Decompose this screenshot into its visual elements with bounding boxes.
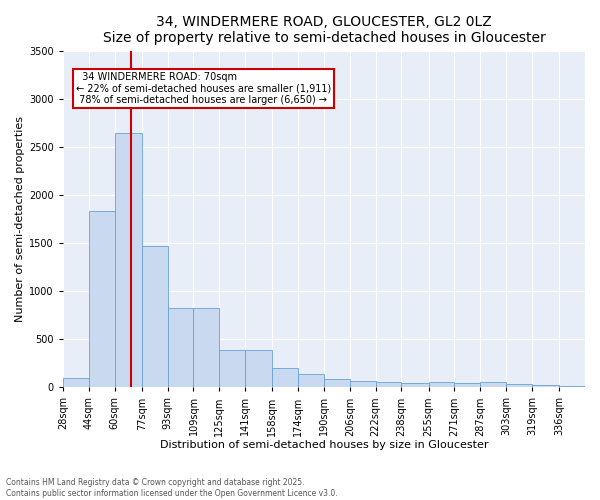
Bar bbox=[298, 374, 324, 388]
X-axis label: Distribution of semi-detached houses by size in Gloucester: Distribution of semi-detached houses by … bbox=[160, 440, 488, 450]
Bar bbox=[376, 382, 401, 388]
Text: 34 WINDERMERE ROAD: 70sqm  
← 22% of semi-detached houses are smaller (1,911)
 7: 34 WINDERMERE ROAD: 70sqm ← 22% of semi-… bbox=[76, 72, 331, 105]
Bar bbox=[89, 211, 115, 388]
Bar bbox=[142, 246, 167, 388]
Bar bbox=[506, 384, 532, 388]
Bar bbox=[454, 383, 480, 388]
Bar bbox=[532, 386, 559, 388]
Bar bbox=[193, 308, 219, 388]
Y-axis label: Number of semi-detached properties: Number of semi-detached properties bbox=[15, 116, 25, 322]
Bar bbox=[167, 308, 193, 388]
Bar bbox=[401, 383, 429, 388]
Bar bbox=[272, 368, 298, 388]
Bar bbox=[559, 386, 585, 388]
Title: 34, WINDERMERE ROAD, GLOUCESTER, GL2 0LZ
Size of property relative to semi-detac: 34, WINDERMERE ROAD, GLOUCESTER, GL2 0LZ… bbox=[103, 15, 545, 45]
Bar bbox=[115, 134, 142, 388]
Bar bbox=[63, 378, 89, 388]
Bar bbox=[219, 350, 245, 388]
Bar bbox=[350, 381, 376, 388]
Bar bbox=[429, 382, 454, 388]
Bar bbox=[480, 382, 506, 388]
Text: Contains HM Land Registry data © Crown copyright and database right 2025.
Contai: Contains HM Land Registry data © Crown c… bbox=[6, 478, 338, 498]
Bar bbox=[245, 350, 272, 388]
Bar bbox=[324, 378, 350, 388]
